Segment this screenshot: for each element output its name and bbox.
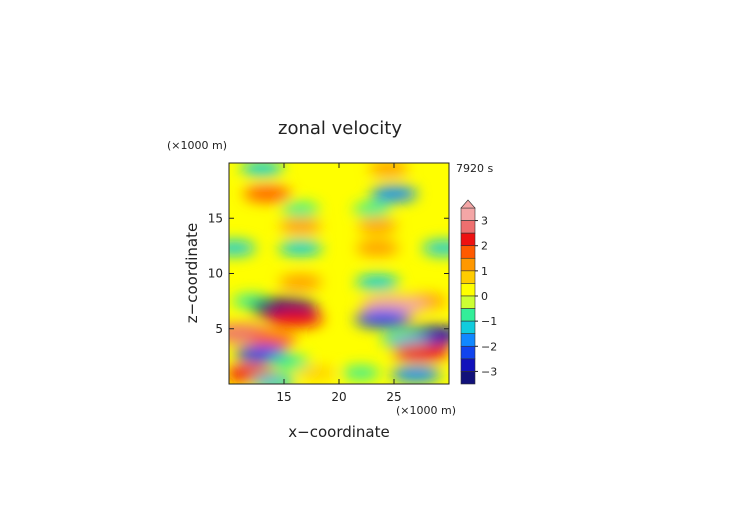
velocity-feature-3: [370, 186, 418, 202]
velocity-feature-28: [391, 365, 441, 383]
colorbar-tick-label-1: 1: [481, 265, 488, 278]
velocity-feature-1: [368, 163, 409, 176]
velocity-feature-6: [279, 218, 322, 234]
x-tick-label-15: 15: [276, 390, 291, 404]
y-axis-ticks: 5 10 15: [208, 211, 449, 336]
y-tick-label-5: 5: [215, 322, 223, 336]
colorbar-tick-label--1: −1: [481, 315, 497, 328]
y-tick-label-10: 10: [208, 267, 223, 281]
colorbar-tick-label-2: 2: [481, 240, 488, 253]
velocity-feature-22: [249, 331, 297, 348]
velocity-feature-26: [269, 354, 310, 370]
velocity-feature-10: [355, 240, 400, 256]
colorbar-level-10: [460, 333, 476, 347]
colorbar-level-1: [460, 220, 476, 234]
y-tick-label-15: 15: [208, 211, 223, 225]
colorbar-tick-label-3: 3: [481, 215, 488, 228]
y-axis-unit: (×1000 m): [167, 139, 227, 152]
colorbar-level-12: [460, 358, 476, 372]
colorbar-extend-arrow: [460, 199, 476, 209]
x-tick-label-25: 25: [386, 390, 401, 404]
time-label: 7920 s: [456, 162, 493, 175]
colorbar-level-5: [460, 270, 476, 284]
velocity-feature-4: [281, 202, 320, 217]
velocity-feature-8: [229, 240, 256, 256]
colorbar-level-0: [460, 207, 476, 221]
colorbar-level-13: [460, 371, 476, 385]
x-axis-label: x−coordinate: [288, 423, 389, 441]
velocity-feature-25: [393, 343, 449, 361]
velocity-feature-5: [353, 202, 391, 217]
x-axis-unit: (×1000 m): [396, 404, 456, 417]
chart-title: zonal velocity: [278, 118, 402, 139]
velocity-feature-19: [354, 309, 412, 328]
colorbar-tick-label-0: 0: [481, 290, 488, 303]
velocity-feature-9: [278, 240, 323, 256]
velocity-feature-13: [355, 274, 400, 290]
velocity-feature-2: [243, 185, 292, 202]
velocity-field: [229, 163, 449, 384]
colorbar-level-7: [460, 295, 476, 309]
velocity-feature-7: [357, 218, 398, 234]
colorbar-level-2: [460, 232, 476, 247]
contour-plot-area: [229, 163, 449, 384]
colorbar-level-4: [460, 257, 476, 272]
colorbar-level-3: [460, 245, 476, 259]
colorbar-tick-label--3: −3: [481, 365, 497, 378]
colorbar-tick-label--2: −2: [481, 340, 497, 353]
x-axis-ticks: 15 20 25: [276, 163, 402, 404]
colorbar-level-9: [460, 320, 476, 335]
velocity-feature-12: [278, 274, 323, 290]
colorbar-level-11: [460, 345, 476, 360]
colorbar: 3 2 1 0 −1 −2 −3: [460, 199, 497, 385]
velocity-feature-29: [298, 365, 336, 380]
y-axis-label: z−coordinate: [183, 223, 201, 323]
colorbar-level-8: [460, 308, 476, 322]
velocity-feature-31: [250, 374, 296, 384]
velocity-feature-18: [266, 309, 324, 328]
velocity-feature-11: [422, 240, 449, 256]
colorbar-level-6: [460, 283, 476, 297]
x-tick-label-20: 20: [331, 390, 346, 404]
velocity-feature-30: [342, 365, 380, 380]
velocity-feature-0: [240, 163, 284, 176]
